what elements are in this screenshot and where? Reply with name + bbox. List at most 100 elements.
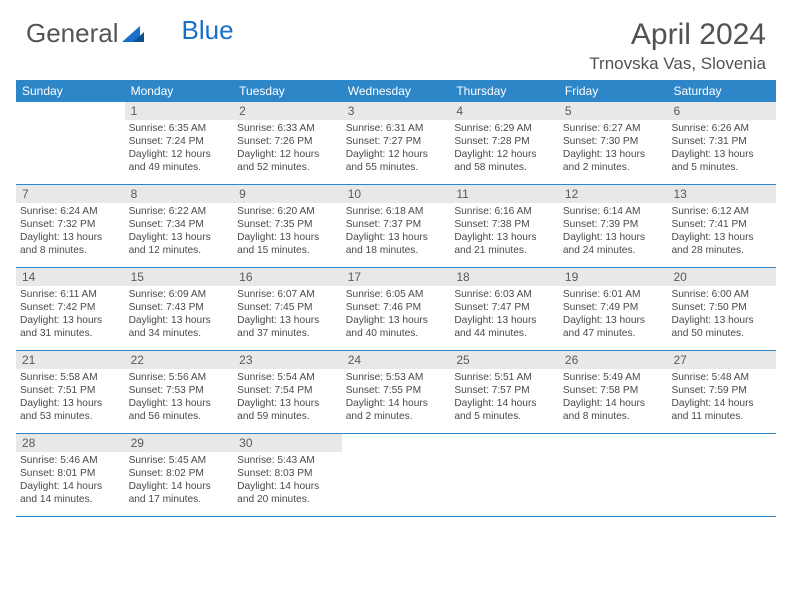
calendar-cell: 30Sunrise: 5:43 AMSunset: 8:03 PMDayligh… bbox=[233, 434, 342, 516]
day-header: Friday bbox=[559, 80, 668, 102]
day-number: 23 bbox=[233, 351, 342, 369]
calendar-cell: 2Sunrise: 6:33 AMSunset: 7:26 PMDaylight… bbox=[233, 102, 342, 184]
calendar-cell: 15Sunrise: 6:09 AMSunset: 7:43 PMDayligh… bbox=[125, 268, 234, 350]
day-details: Sunrise: 5:45 AMSunset: 8:02 PMDaylight:… bbox=[125, 452, 234, 510]
day-details: Sunrise: 6:14 AMSunset: 7:39 PMDaylight:… bbox=[559, 203, 668, 261]
day-number: 24 bbox=[342, 351, 451, 369]
calendar-cell: 20Sunrise: 6:00 AMSunset: 7:50 PMDayligh… bbox=[667, 268, 776, 350]
location-text: Trnovska Vas, Slovenia bbox=[589, 54, 766, 74]
day-details: Sunrise: 6:24 AMSunset: 7:32 PMDaylight:… bbox=[16, 203, 125, 261]
calendar-cell: 23Sunrise: 5:54 AMSunset: 7:54 PMDayligh… bbox=[233, 351, 342, 433]
day-number: 1 bbox=[125, 102, 234, 120]
calendar-cell: 29Sunrise: 5:45 AMSunset: 8:02 PMDayligh… bbox=[125, 434, 234, 516]
day-header: Tuesday bbox=[233, 80, 342, 102]
header: General Blue April 2024 Trnovska Vas, Sl… bbox=[0, 0, 792, 80]
day-details: Sunrise: 6:31 AMSunset: 7:27 PMDaylight:… bbox=[342, 120, 451, 178]
day-number: 11 bbox=[450, 185, 559, 203]
day-number: 12 bbox=[559, 185, 668, 203]
calendar-cell-empty bbox=[342, 434, 451, 516]
day-number: 26 bbox=[559, 351, 668, 369]
calendar-week: 1Sunrise: 6:35 AMSunset: 7:24 PMDaylight… bbox=[16, 102, 776, 185]
calendar-cell-empty bbox=[559, 434, 668, 516]
day-number: 16 bbox=[233, 268, 342, 286]
calendar-body: 1Sunrise: 6:35 AMSunset: 7:24 PMDaylight… bbox=[0, 102, 792, 517]
day-details: Sunrise: 6:16 AMSunset: 7:38 PMDaylight:… bbox=[450, 203, 559, 261]
calendar-cell: 4Sunrise: 6:29 AMSunset: 7:28 PMDaylight… bbox=[450, 102, 559, 184]
calendar-cell: 3Sunrise: 6:31 AMSunset: 7:27 PMDaylight… bbox=[342, 102, 451, 184]
day-details: Sunrise: 6:09 AMSunset: 7:43 PMDaylight:… bbox=[125, 286, 234, 344]
day-details: Sunrise: 6:00 AMSunset: 7:50 PMDaylight:… bbox=[667, 286, 776, 344]
day-details: Sunrise: 5:48 AMSunset: 7:59 PMDaylight:… bbox=[667, 369, 776, 427]
calendar-cell: 18Sunrise: 6:03 AMSunset: 7:47 PMDayligh… bbox=[450, 268, 559, 350]
day-number: 27 bbox=[667, 351, 776, 369]
calendar-cell: 19Sunrise: 6:01 AMSunset: 7:49 PMDayligh… bbox=[559, 268, 668, 350]
day-details: Sunrise: 6:07 AMSunset: 7:45 PMDaylight:… bbox=[233, 286, 342, 344]
calendar-cell: 24Sunrise: 5:53 AMSunset: 7:55 PMDayligh… bbox=[342, 351, 451, 433]
day-details: Sunrise: 5:58 AMSunset: 7:51 PMDaylight:… bbox=[16, 369, 125, 427]
day-details: Sunrise: 6:35 AMSunset: 7:24 PMDaylight:… bbox=[125, 120, 234, 178]
day-number: 13 bbox=[667, 185, 776, 203]
day-details: Sunrise: 6:29 AMSunset: 7:28 PMDaylight:… bbox=[450, 120, 559, 178]
day-details: Sunrise: 6:33 AMSunset: 7:26 PMDaylight:… bbox=[233, 120, 342, 178]
day-number: 3 bbox=[342, 102, 451, 120]
day-number: 5 bbox=[559, 102, 668, 120]
day-number: 21 bbox=[16, 351, 125, 369]
day-details: Sunrise: 6:12 AMSunset: 7:41 PMDaylight:… bbox=[667, 203, 776, 261]
calendar-cell-empty bbox=[16, 102, 125, 184]
day-details: Sunrise: 5:53 AMSunset: 7:55 PMDaylight:… bbox=[342, 369, 451, 427]
day-number: 2 bbox=[233, 102, 342, 120]
logo-text-blue: Blue bbox=[182, 15, 234, 46]
day-header: Sunday bbox=[16, 80, 125, 102]
calendar-week: 28Sunrise: 5:46 AMSunset: 8:01 PMDayligh… bbox=[16, 434, 776, 517]
calendar-cell: 10Sunrise: 6:18 AMSunset: 7:37 PMDayligh… bbox=[342, 185, 451, 267]
day-number: 18 bbox=[450, 268, 559, 286]
day-details: Sunrise: 5:54 AMSunset: 7:54 PMDaylight:… bbox=[233, 369, 342, 427]
day-details: Sunrise: 6:05 AMSunset: 7:46 PMDaylight:… bbox=[342, 286, 451, 344]
triangle-icon bbox=[122, 18, 144, 49]
day-details: Sunrise: 5:49 AMSunset: 7:58 PMDaylight:… bbox=[559, 369, 668, 427]
calendar-cell: 7Sunrise: 6:24 AMSunset: 7:32 PMDaylight… bbox=[16, 185, 125, 267]
calendar-cell: 9Sunrise: 6:20 AMSunset: 7:35 PMDaylight… bbox=[233, 185, 342, 267]
day-number: 19 bbox=[559, 268, 668, 286]
day-details: Sunrise: 6:22 AMSunset: 7:34 PMDaylight:… bbox=[125, 203, 234, 261]
day-number: 15 bbox=[125, 268, 234, 286]
calendar-cell: 22Sunrise: 5:56 AMSunset: 7:53 PMDayligh… bbox=[125, 351, 234, 433]
day-details: Sunrise: 6:11 AMSunset: 7:42 PMDaylight:… bbox=[16, 286, 125, 344]
day-number: 25 bbox=[450, 351, 559, 369]
logo: General Blue bbox=[26, 18, 234, 49]
day-header: Saturday bbox=[667, 80, 776, 102]
day-number: 17 bbox=[342, 268, 451, 286]
day-number: 10 bbox=[342, 185, 451, 203]
day-number: 28 bbox=[16, 434, 125, 452]
calendar-cell: 28Sunrise: 5:46 AMSunset: 8:01 PMDayligh… bbox=[16, 434, 125, 516]
day-number: 30 bbox=[233, 434, 342, 452]
calendar-cell: 6Sunrise: 6:26 AMSunset: 7:31 PMDaylight… bbox=[667, 102, 776, 184]
day-details: Sunrise: 5:56 AMSunset: 7:53 PMDaylight:… bbox=[125, 369, 234, 427]
day-number: 4 bbox=[450, 102, 559, 120]
calendar-week: 7Sunrise: 6:24 AMSunset: 7:32 PMDaylight… bbox=[16, 185, 776, 268]
day-number: 20 bbox=[667, 268, 776, 286]
calendar-cell: 11Sunrise: 6:16 AMSunset: 7:38 PMDayligh… bbox=[450, 185, 559, 267]
calendar-week: 14Sunrise: 6:11 AMSunset: 7:42 PMDayligh… bbox=[16, 268, 776, 351]
title-block: April 2024 Trnovska Vas, Slovenia bbox=[589, 18, 766, 74]
calendar-cell-empty bbox=[667, 434, 776, 516]
day-number: 8 bbox=[125, 185, 234, 203]
logo-text-general: General bbox=[26, 18, 119, 49]
calendar-cell: 25Sunrise: 5:51 AMSunset: 7:57 PMDayligh… bbox=[450, 351, 559, 433]
day-details: Sunrise: 6:26 AMSunset: 7:31 PMDaylight:… bbox=[667, 120, 776, 178]
calendar-cell: 8Sunrise: 6:22 AMSunset: 7:34 PMDaylight… bbox=[125, 185, 234, 267]
day-details: Sunrise: 6:18 AMSunset: 7:37 PMDaylight:… bbox=[342, 203, 451, 261]
day-details: Sunrise: 6:01 AMSunset: 7:49 PMDaylight:… bbox=[559, 286, 668, 344]
day-number: 29 bbox=[125, 434, 234, 452]
calendar-week: 21Sunrise: 5:58 AMSunset: 7:51 PMDayligh… bbox=[16, 351, 776, 434]
calendar-cell: 26Sunrise: 5:49 AMSunset: 7:58 PMDayligh… bbox=[559, 351, 668, 433]
calendar-cell: 14Sunrise: 6:11 AMSunset: 7:42 PMDayligh… bbox=[16, 268, 125, 350]
day-number: 9 bbox=[233, 185, 342, 203]
calendar-cell-empty bbox=[450, 434, 559, 516]
day-details: Sunrise: 6:03 AMSunset: 7:47 PMDaylight:… bbox=[450, 286, 559, 344]
day-header: Thursday bbox=[450, 80, 559, 102]
calendar-cell: 17Sunrise: 6:05 AMSunset: 7:46 PMDayligh… bbox=[342, 268, 451, 350]
calendar-cell: 27Sunrise: 5:48 AMSunset: 7:59 PMDayligh… bbox=[667, 351, 776, 433]
calendar-cell: 5Sunrise: 6:27 AMSunset: 7:30 PMDaylight… bbox=[559, 102, 668, 184]
day-details: Sunrise: 5:51 AMSunset: 7:57 PMDaylight:… bbox=[450, 369, 559, 427]
